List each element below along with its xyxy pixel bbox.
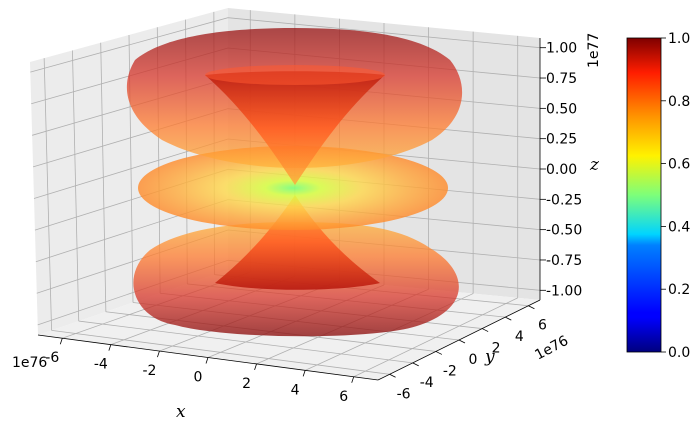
x-tick-label: 4	[291, 382, 300, 398]
y-tick-label: 4	[515, 329, 524, 345]
colorbar-rect	[626, 37, 662, 353]
colorbar-tick-label: 0.2	[668, 282, 690, 298]
y-grid-line	[78, 320, 413, 364]
x-tick-label: -2	[142, 363, 156, 379]
colorbar-tick-label: 0.4	[668, 219, 690, 235]
y-grid-line	[51, 329, 390, 375]
x-tick-label: 0	[194, 370, 203, 386]
y-axis-label: y	[484, 347, 495, 367]
upper-opening-rim	[205, 65, 385, 85]
y-tick-label: -4	[420, 375, 434, 391]
colorbar: 0.0 0.2 0.4 0.6 0.8 1.0	[626, 31, 690, 361]
z-axis-label: z	[589, 155, 600, 175]
z-tick-label: -0.25	[546, 192, 582, 208]
x-tick-mark	[205, 357, 209, 364]
z-axis-offset-text: 1e77	[586, 33, 602, 68]
z-tick-label: -0.50	[546, 223, 582, 239]
colorbar-tick-label: 0.6	[668, 157, 690, 173]
x-axis-ticks: -6 -4 -2 0 2 4 6	[45, 338, 355, 405]
z-tick-label: 0.50	[546, 101, 577, 117]
upper-cone-surface	[205, 71, 385, 185]
z-grid-line	[30, 17, 541, 73]
y-tick-label: -6	[397, 386, 411, 402]
y-axis-offset-text: 1e76	[532, 333, 571, 364]
y-tick-mark	[412, 362, 419, 367]
central-disk-surface	[138, 146, 448, 230]
x-axis-label: x	[176, 402, 186, 422]
x-tick-mark	[351, 376, 355, 383]
y-tick-mark	[458, 339, 466, 344]
x-tick-label: 6	[339, 389, 348, 405]
z-tick-label: 0.25	[546, 132, 577, 148]
colorbar-tick-label: 0.0	[668, 345, 690, 361]
x-tick-label: -4	[94, 357, 108, 373]
x-tick-mark	[254, 363, 257, 371]
x-tick-label: 2	[242, 376, 251, 392]
y-tick-mark	[435, 351, 443, 355]
x-tick-mark	[108, 344, 112, 351]
x-tick-label: -6	[45, 350, 59, 366]
lower-cone-surface	[215, 195, 380, 290]
surface-plot	[126, 28, 463, 337]
x-axis-offset-text: 1e76	[12, 355, 47, 371]
y-tick-mark	[481, 328, 489, 332]
y-tick-label: -2	[443, 363, 457, 379]
colorbar-ticks: 0.0 0.2 0.4 0.6 0.8 1.0	[661, 31, 690, 361]
x-tick-mark	[302, 370, 306, 377]
z-tick-label: 1.00	[546, 41, 577, 57]
y-tick-label: 0	[469, 352, 478, 368]
y-tick-mark	[505, 316, 512, 321]
y-tick-mark	[389, 373, 396, 378]
z-axis-ticks: -1.00 -0.75 -0.50 -0.25 0.00 0.25 0.50 0.75 1.00	[540, 41, 582, 299]
y-tick-label: 2	[492, 341, 501, 357]
z-tick-label: -1.00	[546, 283, 582, 299]
y-tick-label: 6	[538, 318, 547, 334]
x-tick-mark	[157, 350, 160, 358]
y-tick-mark	[528, 305, 535, 310]
colorbar-tick-label: 1.0	[668, 31, 690, 47]
x-tick-mark	[59, 338, 63, 345]
z-tick-label: 0.75	[546, 71, 577, 87]
z-tick-label: -0.75	[546, 253, 582, 269]
colorbar-tick-label: 0.8	[668, 94, 690, 110]
z-tick-label: 0.00	[546, 162, 577, 178]
